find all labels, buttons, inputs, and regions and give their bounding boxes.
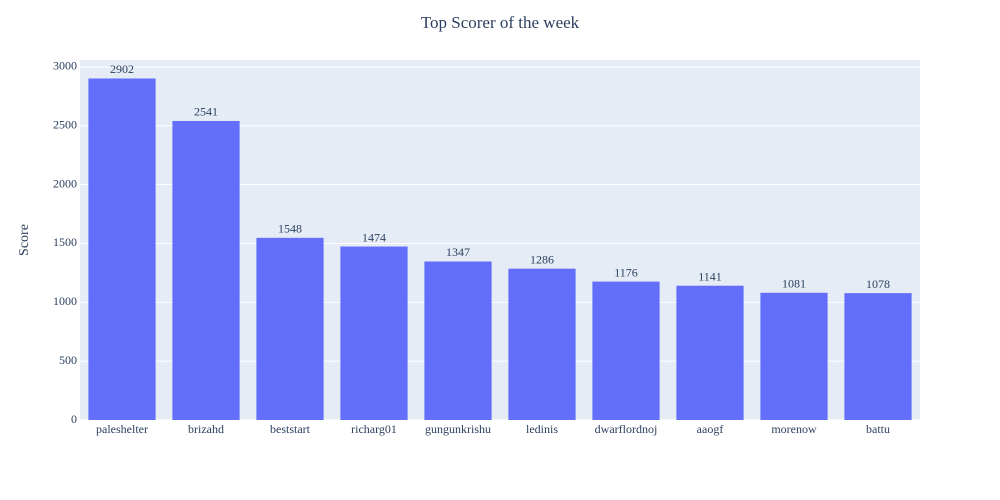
x-tick-label: richarg01 (351, 422, 397, 436)
x-tick-label: dwarflordnoj (595, 422, 658, 436)
bar (760, 292, 828, 420)
y-tick-label: 3000 (53, 59, 77, 73)
x-tick-label: gungunkrishu (425, 422, 491, 436)
data-label: 2902 (110, 62, 134, 76)
data-label: 1141 (698, 269, 722, 283)
x-tick-label: aaogf (697, 422, 724, 436)
data-label: 1078 (866, 277, 890, 291)
bar (172, 120, 240, 421)
x-tick-label: paleshelter (96, 422, 148, 436)
x-tick-label: beststart (270, 422, 311, 436)
x-tick-label: battu (866, 422, 890, 436)
bar (424, 261, 492, 420)
data-label: 2541 (194, 105, 218, 119)
y-tick-label: 1000 (53, 294, 77, 308)
data-label: 1474 (362, 230, 386, 244)
y-tick-label: 2000 (53, 176, 77, 190)
bar (88, 78, 156, 420)
bar (340, 246, 408, 420)
data-label: 1548 (278, 222, 302, 236)
y-tick-label: 0 (71, 412, 77, 426)
bar (508, 268, 576, 420)
x-tick-label: brizahd (188, 422, 224, 436)
bar (676, 285, 744, 420)
bar (592, 281, 660, 420)
x-tick-label: morenow (771, 422, 817, 436)
data-label: 1081 (782, 277, 806, 291)
y-tick-label: 500 (59, 353, 77, 367)
chart-title: Top Scorer of the week (421, 13, 580, 32)
x-tick-label: ledinis (526, 422, 558, 436)
y-tick-label: 1500 (53, 235, 77, 249)
y-tick-label: 2500 (53, 118, 77, 132)
bar (256, 237, 324, 420)
data-label: 1286 (530, 252, 554, 266)
y-axis-title: Score (17, 224, 32, 256)
data-label: 1176 (614, 265, 638, 279)
bar (844, 293, 912, 420)
data-label: 1347 (446, 245, 470, 259)
